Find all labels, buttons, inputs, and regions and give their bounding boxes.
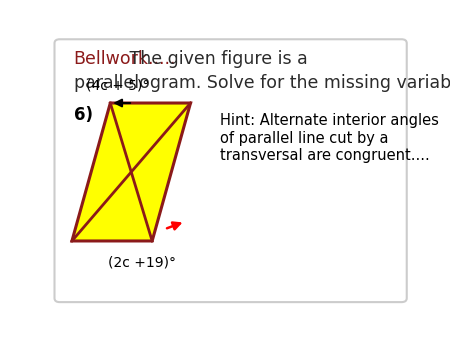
Text: 6): 6) [74,105,93,124]
Text: (4c + 5)°: (4c + 5)° [86,79,149,93]
Text: (2c +19)°: (2c +19)° [108,255,176,269]
Polygon shape [72,103,190,241]
Text: Bellwork.....: Bellwork..... [74,50,176,68]
Text: The given figure is a: The given figure is a [124,50,308,68]
Text: Hint: Alternate interior angles
of parallel line cut by a
transversal are congru: Hint: Alternate interior angles of paral… [220,114,439,163]
Text: parallelogram. Solve for the missing variable: parallelogram. Solve for the missing var… [74,74,450,92]
FancyBboxPatch shape [54,39,407,302]
